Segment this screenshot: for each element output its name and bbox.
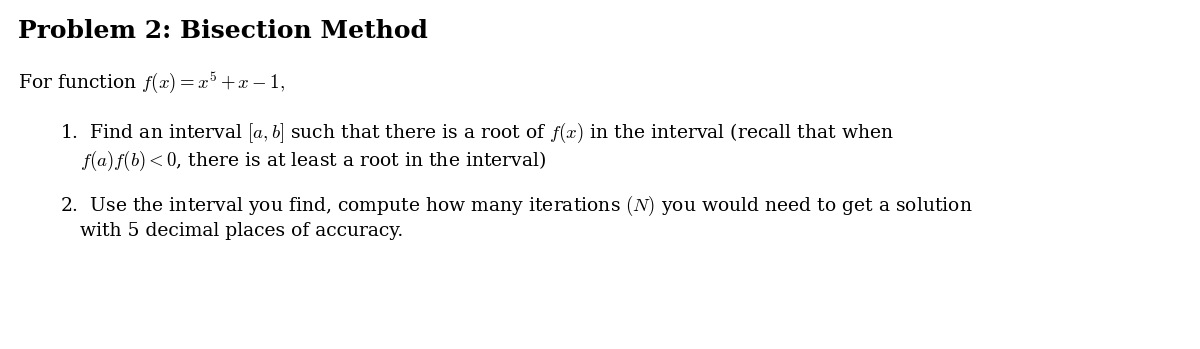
Text: Problem 2: Bisection Method: Problem 2: Bisection Method (18, 19, 428, 43)
Text: 1.  Find an interval $[a, b]$ such that there is a root of $f(x)$ in the interva: 1. Find an interval $[a, b]$ such that t… (60, 121, 894, 145)
Text: with 5 decimal places of accuracy.: with 5 decimal places of accuracy. (80, 222, 403, 240)
Text: $f(a)f(b) < 0$, there is at least a root in the interval): $f(a)f(b) < 0$, there is at least a root… (80, 149, 546, 173)
Text: For function $f(x) = x^5 + x - 1,$: For function $f(x) = x^5 + x - 1,$ (18, 71, 286, 96)
Text: 2.  Use the interval you find, compute how many iterations $(N)$ you would need : 2. Use the interval you find, compute ho… (60, 194, 972, 218)
